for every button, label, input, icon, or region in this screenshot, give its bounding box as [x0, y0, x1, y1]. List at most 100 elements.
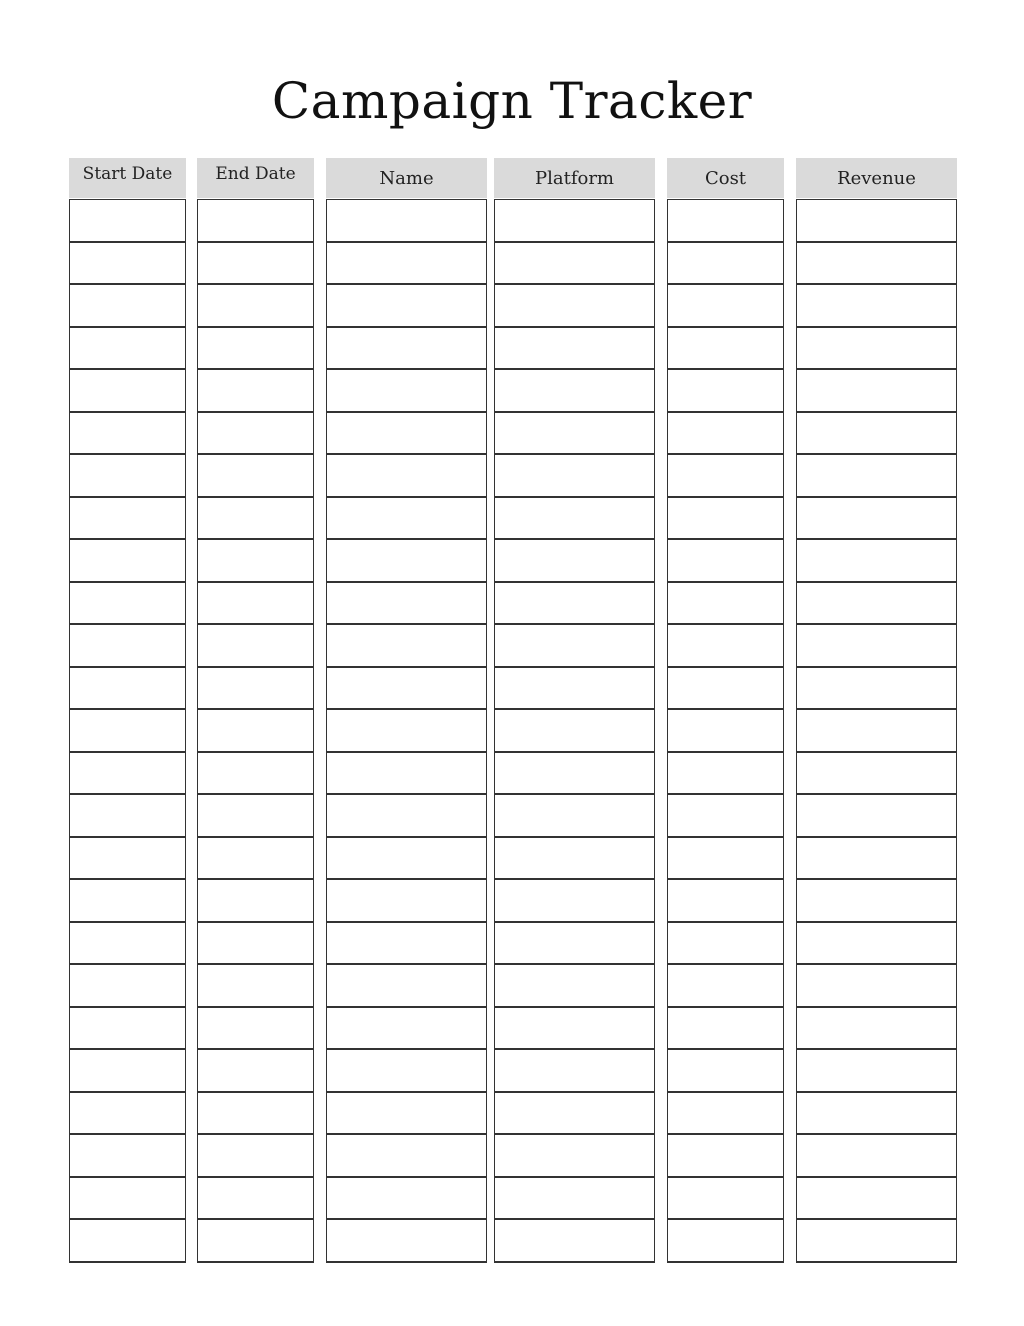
table-cell[interactable]: [327, 455, 486, 498]
table-cell[interactable]: [495, 795, 654, 838]
table-cell[interactable]: [70, 667, 185, 710]
table-cell[interactable]: [198, 370, 313, 413]
table-cell[interactable]: [198, 880, 313, 923]
table-cell[interactable]: [495, 582, 654, 625]
table-cell[interactable]: [797, 965, 956, 1008]
table-cell[interactable]: [198, 242, 313, 285]
table-cell[interactable]: [70, 710, 185, 753]
table-cell[interactable]: [668, 327, 783, 370]
table-cell[interactable]: [797, 412, 956, 455]
table-cell[interactable]: [668, 667, 783, 710]
table-cell[interactable]: [797, 582, 956, 625]
table-cell[interactable]: [797, 1092, 956, 1135]
table-cell[interactable]: [327, 1135, 486, 1178]
table-cell[interactable]: [198, 667, 313, 710]
table-cell[interactable]: [797, 667, 956, 710]
table-cell[interactable]: [70, 1050, 185, 1093]
table-cell[interactable]: [495, 455, 654, 498]
table-cell[interactable]: [198, 285, 313, 328]
table-cell[interactable]: [70, 1092, 185, 1135]
table-cell[interactable]: [797, 242, 956, 285]
table-cell[interactable]: [327, 497, 486, 540]
table-cell[interactable]: [668, 795, 783, 838]
table-cell[interactable]: [327, 1092, 486, 1135]
table-cell[interactable]: [327, 582, 486, 625]
table-cell[interactable]: [327, 1177, 486, 1220]
table-cell[interactable]: [668, 710, 783, 753]
table-cell[interactable]: [70, 1135, 185, 1178]
table-cell[interactable]: [198, 1092, 313, 1135]
table-cell[interactable]: [797, 1135, 956, 1178]
table-cell[interactable]: [495, 1050, 654, 1093]
table-cell[interactable]: [327, 1007, 486, 1050]
table-cell[interactable]: [198, 1007, 313, 1050]
table-cell[interactable]: [668, 965, 783, 1008]
table-cell[interactable]: [70, 1007, 185, 1050]
table-cell[interactable]: [198, 582, 313, 625]
table-cell[interactable]: [70, 200, 185, 243]
table-cell[interactable]: [198, 1177, 313, 1220]
table-cell[interactable]: [198, 497, 313, 540]
table-cell[interactable]: [70, 1177, 185, 1220]
table-cell[interactable]: [495, 370, 654, 413]
table-cell[interactable]: [668, 1220, 783, 1263]
table-cell[interactable]: [797, 795, 956, 838]
table-cell[interactable]: [797, 200, 956, 243]
table-cell[interactable]: [797, 1007, 956, 1050]
table-cell[interactable]: [70, 327, 185, 370]
table-cell[interactable]: [668, 625, 783, 668]
table-cell[interactable]: [198, 837, 313, 880]
table-cell[interactable]: [495, 1092, 654, 1135]
table-cell[interactable]: [70, 412, 185, 455]
table-cell[interactable]: [495, 1220, 654, 1263]
table-cell[interactable]: [495, 965, 654, 1008]
table-cell[interactable]: [668, 1177, 783, 1220]
table-cell[interactable]: [70, 582, 185, 625]
table-cell[interactable]: [198, 455, 313, 498]
table-cell[interactable]: [70, 455, 185, 498]
table-cell[interactable]: [70, 540, 185, 583]
table-cell[interactable]: [198, 1135, 313, 1178]
table-cell[interactable]: [327, 837, 486, 880]
table-cell[interactable]: [797, 370, 956, 413]
table-cell[interactable]: [495, 497, 654, 540]
table-cell[interactable]: [495, 540, 654, 583]
table-cell[interactable]: [70, 837, 185, 880]
table-cell[interactable]: [327, 412, 486, 455]
table-cell[interactable]: [495, 837, 654, 880]
table-cell[interactable]: [797, 710, 956, 753]
table-cell[interactable]: [327, 710, 486, 753]
table-cell[interactable]: [495, 1007, 654, 1050]
table-cell[interactable]: [198, 625, 313, 668]
table-cell[interactable]: [668, 837, 783, 880]
table-cell[interactable]: [495, 200, 654, 243]
table-cell[interactable]: [797, 1220, 956, 1263]
table-cell[interactable]: [327, 370, 486, 413]
table-cell[interactable]: [198, 1220, 313, 1263]
table-cell[interactable]: [70, 795, 185, 838]
table-cell[interactable]: [70, 625, 185, 668]
table-cell[interactable]: [70, 1220, 185, 1263]
table-cell[interactable]: [70, 752, 185, 795]
table-cell[interactable]: [797, 497, 956, 540]
table-cell[interactable]: [70, 242, 185, 285]
table-cell[interactable]: [668, 455, 783, 498]
table-cell[interactable]: [198, 965, 313, 1008]
table-cell[interactable]: [327, 285, 486, 328]
table-cell[interactable]: [327, 795, 486, 838]
table-cell[interactable]: [70, 965, 185, 1008]
table-cell[interactable]: [198, 327, 313, 370]
table-cell[interactable]: [327, 922, 486, 965]
table-cell[interactable]: [70, 922, 185, 965]
table-cell[interactable]: [495, 327, 654, 370]
table-cell[interactable]: [198, 795, 313, 838]
table-cell[interactable]: [797, 455, 956, 498]
table-cell[interactable]: [327, 200, 486, 243]
table-cell[interactable]: [668, 1050, 783, 1093]
table-cell[interactable]: [327, 540, 486, 583]
table-cell[interactable]: [668, 412, 783, 455]
table-cell[interactable]: [668, 582, 783, 625]
table-cell[interactable]: [495, 880, 654, 923]
table-cell[interactable]: [327, 965, 486, 1008]
table-cell[interactable]: [198, 710, 313, 753]
